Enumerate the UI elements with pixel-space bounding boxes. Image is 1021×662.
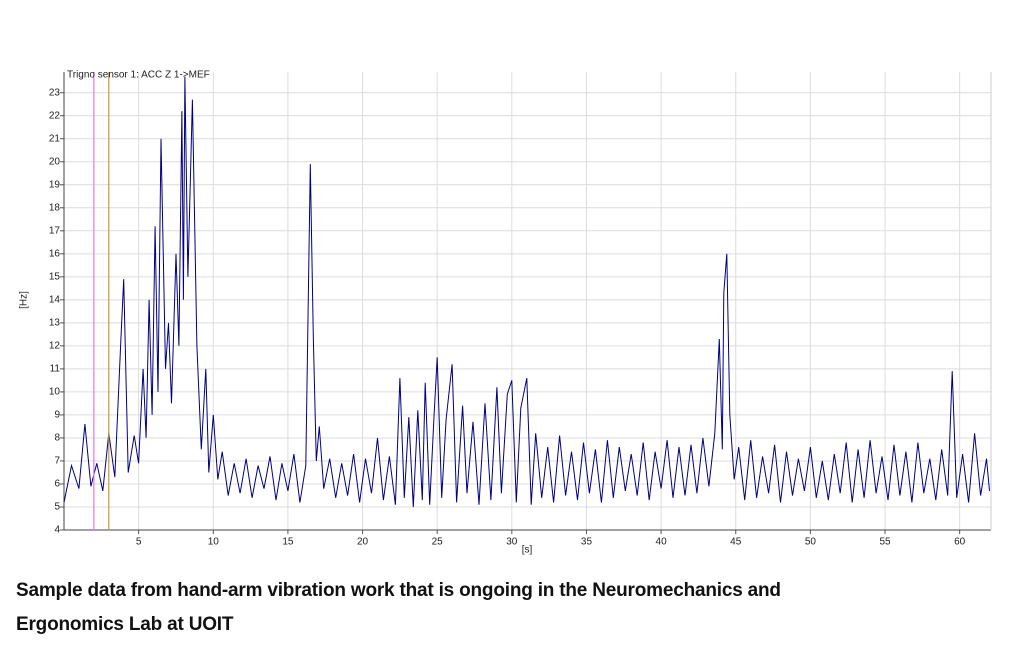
x-tick-label: 55 (879, 537, 891, 548)
x-tick-label: 45 (730, 537, 742, 548)
y-tick-label: 4 (54, 525, 60, 536)
x-tick-label: 35 (581, 537, 593, 548)
line-series (63, 76, 990, 508)
x-tick-label: 5 (136, 537, 142, 548)
y-tick-label: 12 (49, 341, 61, 352)
y-tick-label: 17 (49, 225, 61, 236)
y-tick-label: 15 (49, 271, 61, 282)
x-tick-label: 60 (954, 537, 966, 548)
x-tick-label: 40 (656, 537, 668, 548)
y-tick-label: 19 (49, 179, 61, 190)
y-tick-label: 7 (54, 456, 60, 467)
x-tick-label: 15 (282, 537, 294, 548)
y-tick-label: 23 (49, 87, 61, 98)
channel-label: Trigno sensor 1: ACC Z 1->MEF (67, 70, 210, 81)
y-tick-label: 11 (50, 364, 61, 375)
x-tick-label: 10 (208, 537, 220, 548)
y-tick-label: 9 (54, 410, 60, 421)
y-tick-label: 5 (54, 502, 60, 513)
y-tick-label: 16 (49, 248, 61, 259)
caption-line: Sample data from hand-arm vibration work… (16, 580, 781, 601)
x-tick-label: 50 (805, 537, 817, 548)
y-tick-label: 6 (54, 479, 60, 490)
x-tick-label: 25 (432, 537, 444, 548)
y-tick-label: 20 (49, 156, 61, 167)
y-axis-label: [Hz] (19, 291, 30, 309)
x-axis-label: [s] (522, 545, 533, 556)
x-tick-label: 20 (357, 537, 369, 548)
y-tick-label: 14 (49, 294, 61, 305)
y-tick-label: 13 (49, 318, 61, 329)
y-tick-label: 10 (49, 387, 61, 398)
y-tick-label: 8 (54, 433, 60, 444)
y-tick-label: 21 (49, 133, 61, 144)
y-tick-label: 18 (49, 202, 61, 213)
x-tick-label: 30 (506, 537, 518, 548)
chart: [s] [Hz] 4567891011121314151617181920212… (19, 70, 992, 556)
caption-line: Ergonomics Lab at UOIT (16, 614, 234, 635)
y-tick-label: 22 (49, 110, 61, 121)
